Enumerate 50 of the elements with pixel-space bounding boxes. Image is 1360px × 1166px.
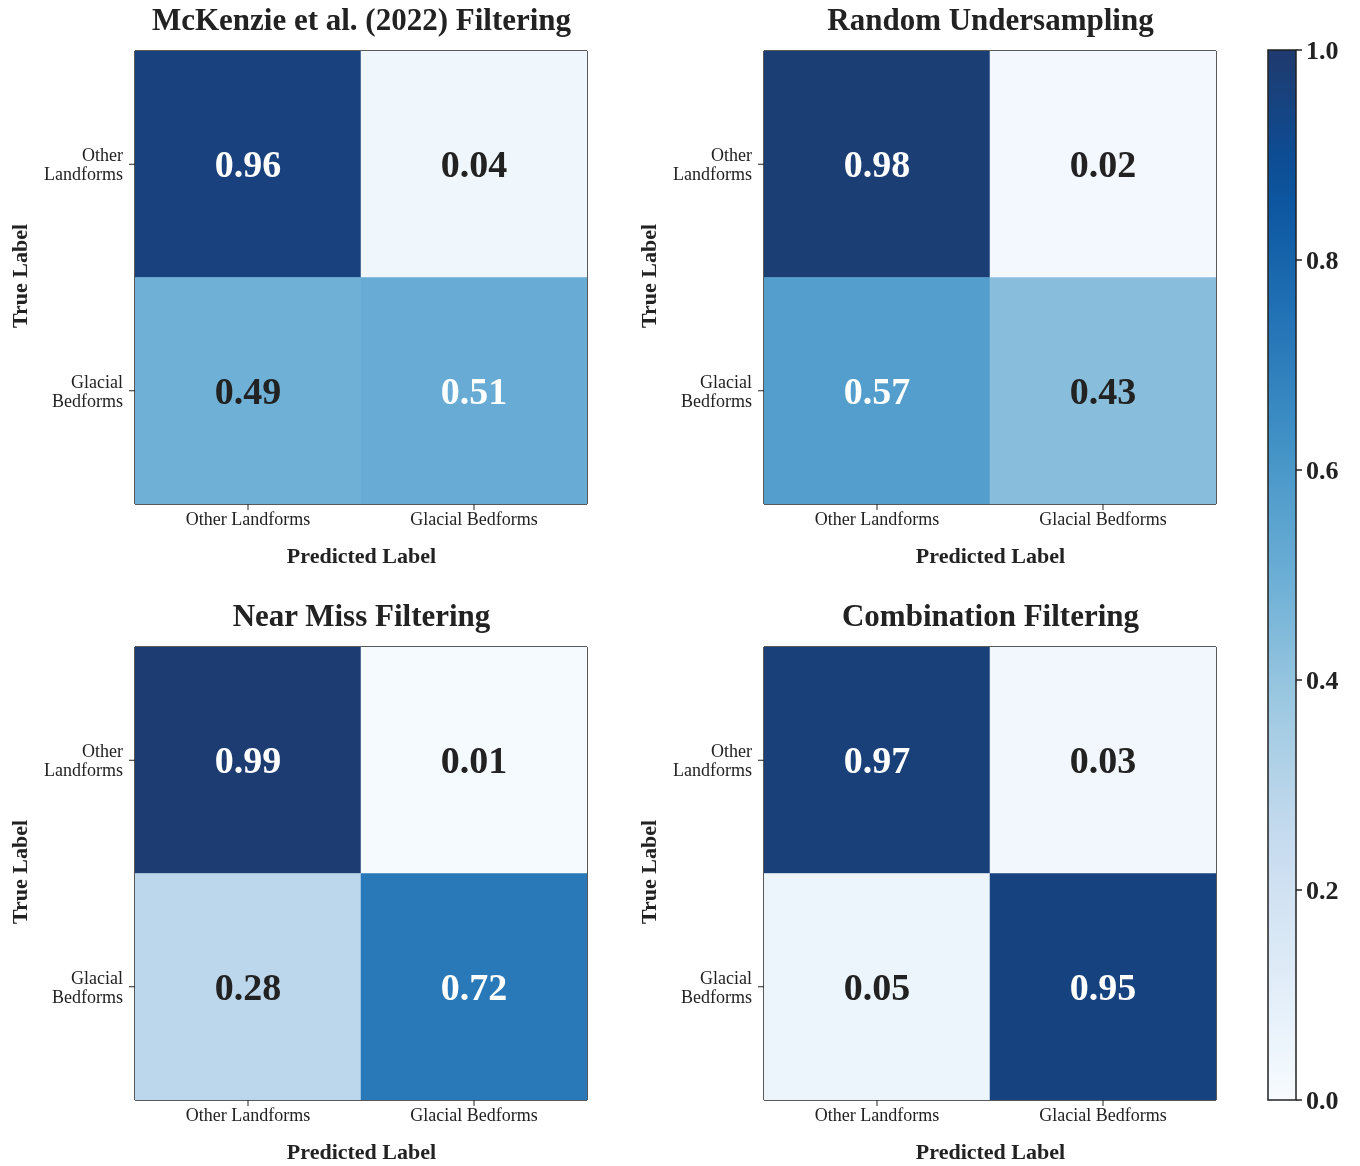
- x-tick-label: Other Landforms: [185, 1104, 311, 1125]
- data-label: 0.03: [1069, 739, 1137, 782]
- y-axis-title: True Label: [7, 818, 33, 927]
- data-label: 0.49: [214, 369, 282, 412]
- x-axis-title: Predicted Label: [285, 543, 438, 569]
- data-label: 0.43: [1069, 369, 1137, 412]
- x-axis-title: Predicted Label: [914, 1139, 1067, 1165]
- y-tick-label: Glacial Bedforms: [52, 371, 123, 411]
- color-bar-label: 0.6: [1306, 456, 1339, 485]
- y-axis-title: True Label: [636, 222, 662, 331]
- chart-title: Random Undersampling: [826, 2, 1155, 38]
- y-tick-label: Other Landforms: [673, 741, 752, 781]
- data-label: 0.04: [440, 143, 508, 186]
- data-label: 0.57: [843, 369, 911, 412]
- x-tick-label: Glacial Bedforms: [1039, 1104, 1167, 1125]
- data-label: 0.05: [843, 965, 911, 1008]
- x-tick-label: Other Landforms: [814, 508, 940, 529]
- data-label: 0.96: [214, 143, 282, 186]
- x-tick-label: Glacial Bedforms: [410, 1104, 538, 1125]
- data-label: 0.01: [440, 739, 508, 782]
- color-bar-label: 1.0: [1306, 36, 1339, 65]
- color-bar-label: 0.8: [1306, 246, 1339, 275]
- y-tick-label: Other Landforms: [44, 741, 123, 781]
- y-tick-label: Glacial Bedforms: [52, 967, 123, 1007]
- color-bar-label: 0.0: [1306, 1086, 1339, 1115]
- y-axis-title: True Label: [636, 818, 662, 927]
- y-axis-title: True Label: [7, 222, 33, 331]
- x-tick-label: Other Landforms: [814, 1104, 940, 1125]
- chart-title: Near Miss Filtering: [231, 598, 492, 634]
- x-axis-title: Predicted Label: [914, 543, 1067, 569]
- data-label: 0.97: [843, 739, 911, 782]
- x-tick-label: Other Landforms: [185, 508, 311, 529]
- data-label: 0.51: [440, 369, 508, 412]
- x-tick-label: Glacial Bedforms: [410, 508, 538, 529]
- chart-title: Combination Filtering: [840, 598, 1141, 634]
- y-tick-label: Glacial Bedforms: [681, 371, 752, 411]
- chart-title: McKenzie et al. (2022) Filtering: [150, 2, 573, 38]
- data-label: 0.98: [843, 143, 911, 186]
- x-axis-title: Predicted Label: [285, 1139, 438, 1165]
- data-label: 0.95: [1069, 965, 1137, 1008]
- color-bar-label: 0.4: [1306, 666, 1339, 695]
- y-tick-label: Other Landforms: [44, 145, 123, 185]
- data-label: 0.72: [440, 965, 508, 1008]
- data-label: 0.99: [214, 739, 282, 782]
- data-label: 0.28: [214, 965, 282, 1008]
- data-label: 0.02: [1069, 143, 1137, 186]
- x-tick-label: Glacial Bedforms: [1039, 508, 1167, 529]
- y-tick-label: Glacial Bedforms: [681, 967, 752, 1007]
- color-bar-label: 0.2: [1306, 876, 1339, 905]
- y-tick-label: Other Landforms: [673, 145, 752, 185]
